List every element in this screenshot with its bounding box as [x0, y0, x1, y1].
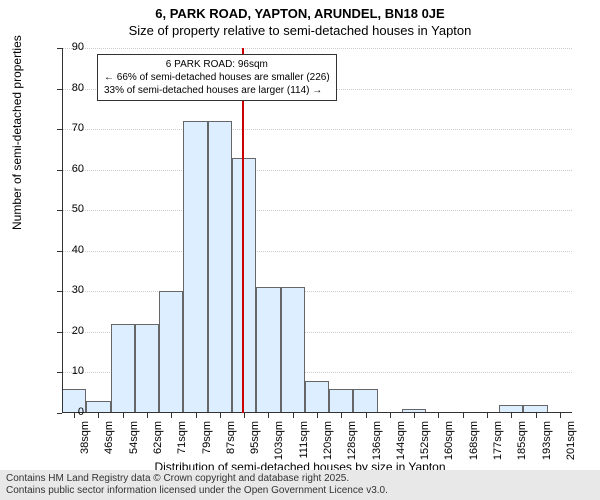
y-tick-label: 0 — [54, 406, 84, 418]
x-tick-mark — [98, 413, 99, 418]
x-tick-mark — [268, 413, 269, 418]
annotation-line-2: ← 66% of semi-detached houses are smalle… — [104, 71, 330, 84]
y-tick-label: 60 — [54, 163, 84, 175]
y-tick-label: 90 — [54, 41, 84, 53]
footer: Contains HM Land Registry data © Crown c… — [0, 470, 600, 500]
x-tick-mark — [366, 413, 367, 418]
y-axis-label: Number of semi-detached properties — [10, 35, 24, 230]
grid-line — [62, 48, 572, 49]
grid-line — [62, 129, 572, 130]
histogram-bar — [329, 389, 353, 413]
x-tick-mark — [317, 413, 318, 418]
x-tick-mark — [123, 413, 124, 418]
histogram-bar — [159, 291, 183, 413]
y-axis-line — [62, 48, 63, 413]
plot-area: 6 PARK ROAD: 96sqm ← 66% of semi-detache… — [62, 48, 572, 413]
histogram-bar — [281, 287, 305, 413]
x-tick-mark — [171, 413, 172, 418]
reference-line — [242, 48, 244, 413]
histogram-bar — [256, 287, 280, 413]
chart-container: 6, PARK ROAD, YAPTON, ARUNDEL, BN18 0JE … — [0, 0, 600, 500]
histogram-bar — [111, 324, 135, 413]
histogram-bar — [183, 121, 207, 413]
y-tick-label: 70 — [54, 122, 84, 134]
x-tick-mark — [414, 413, 415, 418]
footer-line-2: Contains public sector information licen… — [6, 485, 594, 497]
chart-title-main: 6, PARK ROAD, YAPTON, ARUNDEL, BN18 0JE — [0, 0, 600, 21]
x-tick-mark — [196, 413, 197, 418]
x-tick-mark — [438, 413, 439, 418]
annotation-line-3: 33% of semi-detached houses are larger (… — [104, 84, 330, 97]
x-tick-mark — [463, 413, 464, 418]
x-tick-mark — [560, 413, 561, 418]
x-tick-mark — [293, 413, 294, 418]
grid-line — [62, 251, 572, 252]
x-tick-mark — [341, 413, 342, 418]
y-tick-label: 30 — [54, 284, 84, 296]
chart-title-sub: Size of property relative to semi-detach… — [0, 21, 600, 38]
footer-line-1: Contains HM Land Registry data © Crown c… — [6, 473, 594, 485]
histogram-bar — [353, 389, 377, 413]
x-tick-mark — [244, 413, 245, 418]
annotation-box: 6 PARK ROAD: 96sqm ← 66% of semi-detache… — [97, 54, 337, 101]
histogram-bar — [135, 324, 159, 413]
x-tick-mark — [220, 413, 221, 418]
x-tick-mark — [511, 413, 512, 418]
grid-line — [62, 210, 572, 211]
grid-line — [62, 291, 572, 292]
annotation-line-1: 6 PARK ROAD: 96sqm — [104, 58, 330, 71]
y-tick-label: 20 — [54, 325, 84, 337]
x-tick-mark — [390, 413, 391, 418]
histogram-bar — [232, 158, 256, 414]
grid-line — [62, 170, 572, 171]
y-tick-label: 50 — [54, 203, 84, 215]
histogram-bar — [305, 381, 329, 413]
x-tick-mark — [487, 413, 488, 418]
y-tick-label: 80 — [54, 82, 84, 94]
x-tick-mark — [536, 413, 537, 418]
x-tick-mark — [147, 413, 148, 418]
y-tick-label: 40 — [54, 244, 84, 256]
y-tick-label: 10 — [54, 365, 84, 377]
histogram-bar — [208, 121, 232, 413]
